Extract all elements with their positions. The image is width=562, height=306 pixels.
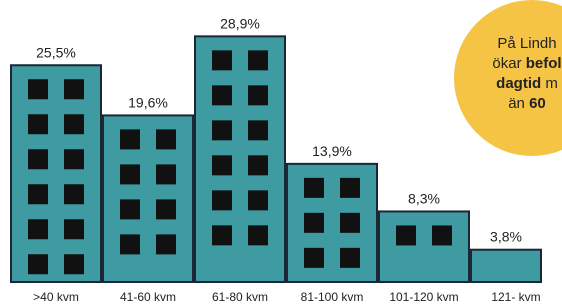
annotation-line: dagtid m: [496, 75, 558, 92]
value-label: 25,5%: [36, 44, 76, 60]
annotation-line: ökar befol: [492, 55, 561, 72]
window: [212, 50, 232, 70]
category-label: >40 kvm: [33, 290, 79, 304]
window: [212, 155, 232, 175]
window: [248, 155, 268, 175]
window: [28, 149, 48, 169]
category-label: 61-80 kvm: [212, 290, 268, 304]
annotation-text: ökar: [492, 55, 525, 72]
bar: [287, 164, 377, 282]
chart: 25,5% >40 kvm 19,6% 41-60 kvm 28,9% 61-80 kvm…: [0, 0, 562, 306]
window: [156, 164, 176, 184]
window: [64, 219, 84, 239]
window: [248, 50, 268, 70]
annotation-text: befol: [526, 55, 562, 72]
annotation-line: än 60: [508, 95, 546, 112]
window: [120, 164, 140, 184]
window: [64, 254, 84, 274]
window: [248, 225, 268, 245]
window: [120, 129, 140, 149]
window: [248, 190, 268, 210]
bar: [471, 250, 541, 282]
annotation-text: dagtid: [496, 75, 541, 92]
window: [156, 129, 176, 149]
window: [28, 114, 48, 134]
window: [120, 199, 140, 219]
window: [396, 225, 416, 245]
value-label: 19,6%: [128, 94, 168, 110]
bar: [11, 65, 101, 282]
bar: [379, 211, 469, 282]
category-label: 121- kvm: [491, 290, 540, 304]
window: [304, 213, 324, 233]
annotation-text: På Lindh: [497, 35, 556, 52]
window: [304, 248, 324, 268]
window: [212, 190, 232, 210]
window: [120, 234, 140, 254]
value-label: 3,8%: [490, 229, 522, 245]
window: [248, 85, 268, 105]
bar: [195, 36, 285, 282]
window: [156, 199, 176, 219]
annotation-line: På Lindh: [497, 35, 556, 52]
annotation-text: 60: [529, 95, 546, 112]
window: [64, 184, 84, 204]
window: [212, 120, 232, 140]
window: [304, 178, 324, 198]
window: [340, 178, 360, 198]
window: [64, 114, 84, 134]
category-label: 41-60 kvm: [120, 290, 176, 304]
annotation-text: m: [541, 75, 558, 92]
value-label: 8,3%: [408, 190, 440, 206]
window: [432, 225, 452, 245]
window: [212, 85, 232, 105]
bar: [103, 115, 193, 282]
window: [212, 225, 232, 245]
window: [156, 234, 176, 254]
annotation-text: än: [508, 95, 529, 112]
window: [28, 184, 48, 204]
window: [64, 79, 84, 99]
category-label: 81-100 kvm: [301, 290, 364, 304]
value-label: 13,9%: [312, 143, 352, 159]
category-label: 101-120 kvm: [389, 290, 458, 304]
window: [64, 149, 84, 169]
window: [28, 219, 48, 239]
value-label: 28,9%: [220, 15, 260, 31]
window: [340, 248, 360, 268]
window: [28, 79, 48, 99]
window: [248, 120, 268, 140]
window: [340, 213, 360, 233]
window: [28, 254, 48, 274]
